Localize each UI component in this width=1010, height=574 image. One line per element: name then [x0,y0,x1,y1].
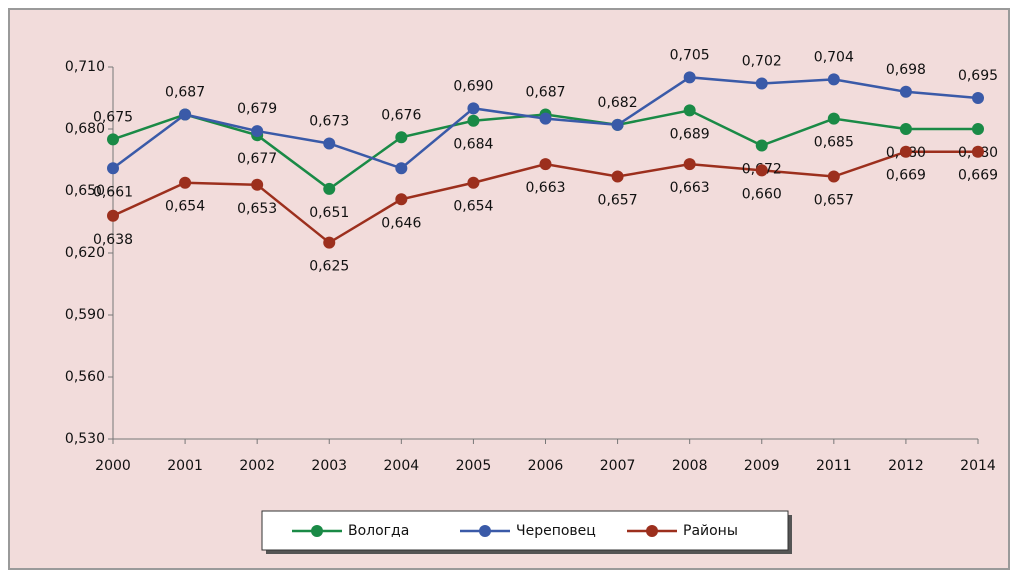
data-label: 0,638 [93,232,133,248]
point [395,162,408,175]
data-label: 0,673 [309,113,349,129]
point [323,182,336,195]
data-label: 0,684 [453,137,493,153]
data-label: 0,676 [381,107,421,123]
y-tick-label: 0,680 [65,121,105,137]
data-label: 0,663 [670,180,710,196]
point [467,102,480,115]
y-tick-label: 0,530 [65,431,105,447]
data-label: 0,657 [814,193,854,209]
data-label: 0,685 [814,135,854,151]
point [899,85,912,98]
point [827,170,840,183]
data-label: 0,687 [165,85,205,101]
point [755,139,768,152]
point [467,114,480,127]
legend: Вологда Череповец Районы [261,510,792,554]
point [251,178,264,191]
data-label: 0,654 [165,199,205,215]
point [755,164,768,177]
point [827,73,840,86]
legend-marker [479,525,491,537]
data-label: 0,654 [453,199,493,215]
data-label: 0,660 [742,186,782,202]
data-label: 0,651 [309,205,349,221]
y-tick-label: 0,710 [65,59,105,75]
data-label: 0,625 [309,259,349,275]
chart-area [8,8,1010,570]
point [251,125,264,138]
data-label: 0,653 [237,201,277,217]
legend-box [261,510,789,551]
data-label: 0,702 [742,54,782,70]
y-tick-label: 0,560 [65,369,105,385]
point [107,133,119,146]
point [323,137,336,150]
data-label: 0,687 [525,85,565,101]
x-tick-label: 2007 [600,458,636,474]
legend-label: Вологда [348,523,409,539]
data-label: 0,657 [598,193,638,209]
point [395,193,408,206]
data-label: 0,646 [381,215,421,231]
data-label: 0,705 [670,47,710,63]
data-label: 0,690 [453,78,493,94]
point [972,123,984,135]
data-label: 0,689 [670,126,710,142]
x-tick-label: 2008 [672,458,708,474]
x-tick-label: 2009 [744,458,780,474]
point [611,118,624,131]
x-tick-label: 2014 [960,458,996,474]
point [683,71,696,84]
point [107,209,119,222]
y-tick-label: 0,590 [65,307,105,323]
x-tick-label: 2012 [888,458,924,474]
point [179,108,192,121]
point [611,170,624,183]
data-label: 0,669 [886,168,926,184]
point [179,176,192,189]
x-tick-label: 2001 [167,458,203,474]
point [972,145,984,158]
x-tick-label: 2004 [384,458,420,474]
x-tick-label: 2005 [456,458,492,474]
legend-marker [311,525,323,537]
x-tick-label: 2003 [311,458,347,474]
data-label: 0,675 [93,109,133,125]
data-label: 0,663 [525,180,565,196]
data-label: 0,682 [598,95,638,111]
x-tick-label: 2011 [816,458,852,474]
point [467,176,480,189]
point [972,92,984,104]
data-label: 0,679 [237,101,277,117]
data-label: 0,704 [814,49,854,65]
legend-marker [646,525,658,537]
point [683,158,696,171]
point [539,158,552,171]
point [539,112,552,125]
x-tick-label: 2002 [239,458,275,474]
legend-label: Череповец [516,523,596,539]
data-label: 0,677 [237,151,277,167]
data-label: 0,661 [93,184,133,200]
point [899,145,912,158]
x-tick-label: 2000 [95,458,131,474]
point [683,104,696,117]
data-label: 0,695 [958,68,998,84]
point [107,162,119,175]
x-tick-label: 2006 [528,458,564,474]
y-tick-label: 0,650 [65,183,105,199]
point [827,112,840,125]
point [899,123,912,135]
y-tick-label: 0,620 [65,245,105,261]
point [323,236,336,249]
data-label: 0,698 [886,62,926,78]
data-label: 0,669 [958,168,998,184]
legend-label: Районы [683,523,738,539]
point [755,77,768,90]
point [395,131,408,144]
